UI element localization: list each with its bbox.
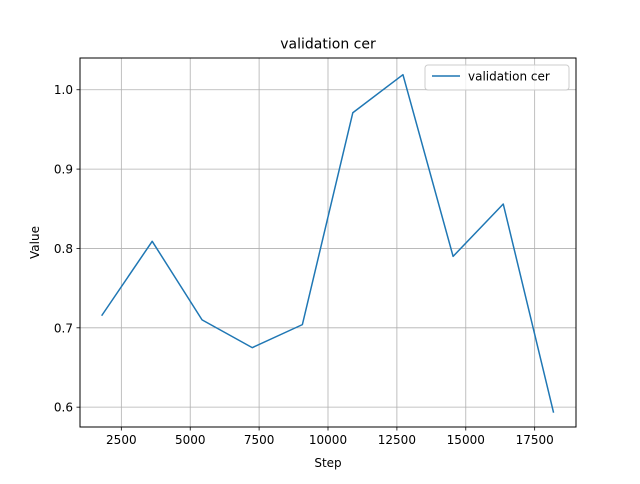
x-axis-label: Step — [314, 456, 341, 470]
x-tick-label: 17500 — [516, 433, 554, 447]
x-axis-ticks: 2500 5000 7500 10000 12500 15000 17500 — [106, 427, 554, 447]
legend-label: validation cer — [468, 70, 550, 84]
y-tick-label: 1.0 — [54, 83, 73, 97]
y-axis-label: Value — [28, 226, 42, 259]
x-tick-label: 12500 — [378, 433, 416, 447]
x-tick-label: 7500 — [244, 433, 275, 447]
y-axis-ticks: 0.6 0.7 0.8 0.9 1.0 — [54, 83, 80, 415]
legend-box — [424, 64, 570, 91]
x-tick-label: 2500 — [106, 433, 137, 447]
x-tick-label: 10000 — [309, 433, 347, 447]
grid — [80, 58, 576, 427]
chart-title: validation cer — [280, 37, 376, 53]
y-tick-label: 0.8 — [54, 242, 73, 256]
series-layer — [100, 73, 555, 413]
x-tick-label: 15000 — [447, 433, 485, 447]
series-line — [100, 73, 555, 413]
legend: validation cer — [424, 64, 570, 91]
y-tick-label: 0.7 — [54, 321, 73, 335]
y-tick-label: 0.6 — [54, 401, 73, 415]
y-tick-label: 0.9 — [54, 163, 73, 177]
x-tick-label: 5000 — [175, 433, 206, 447]
